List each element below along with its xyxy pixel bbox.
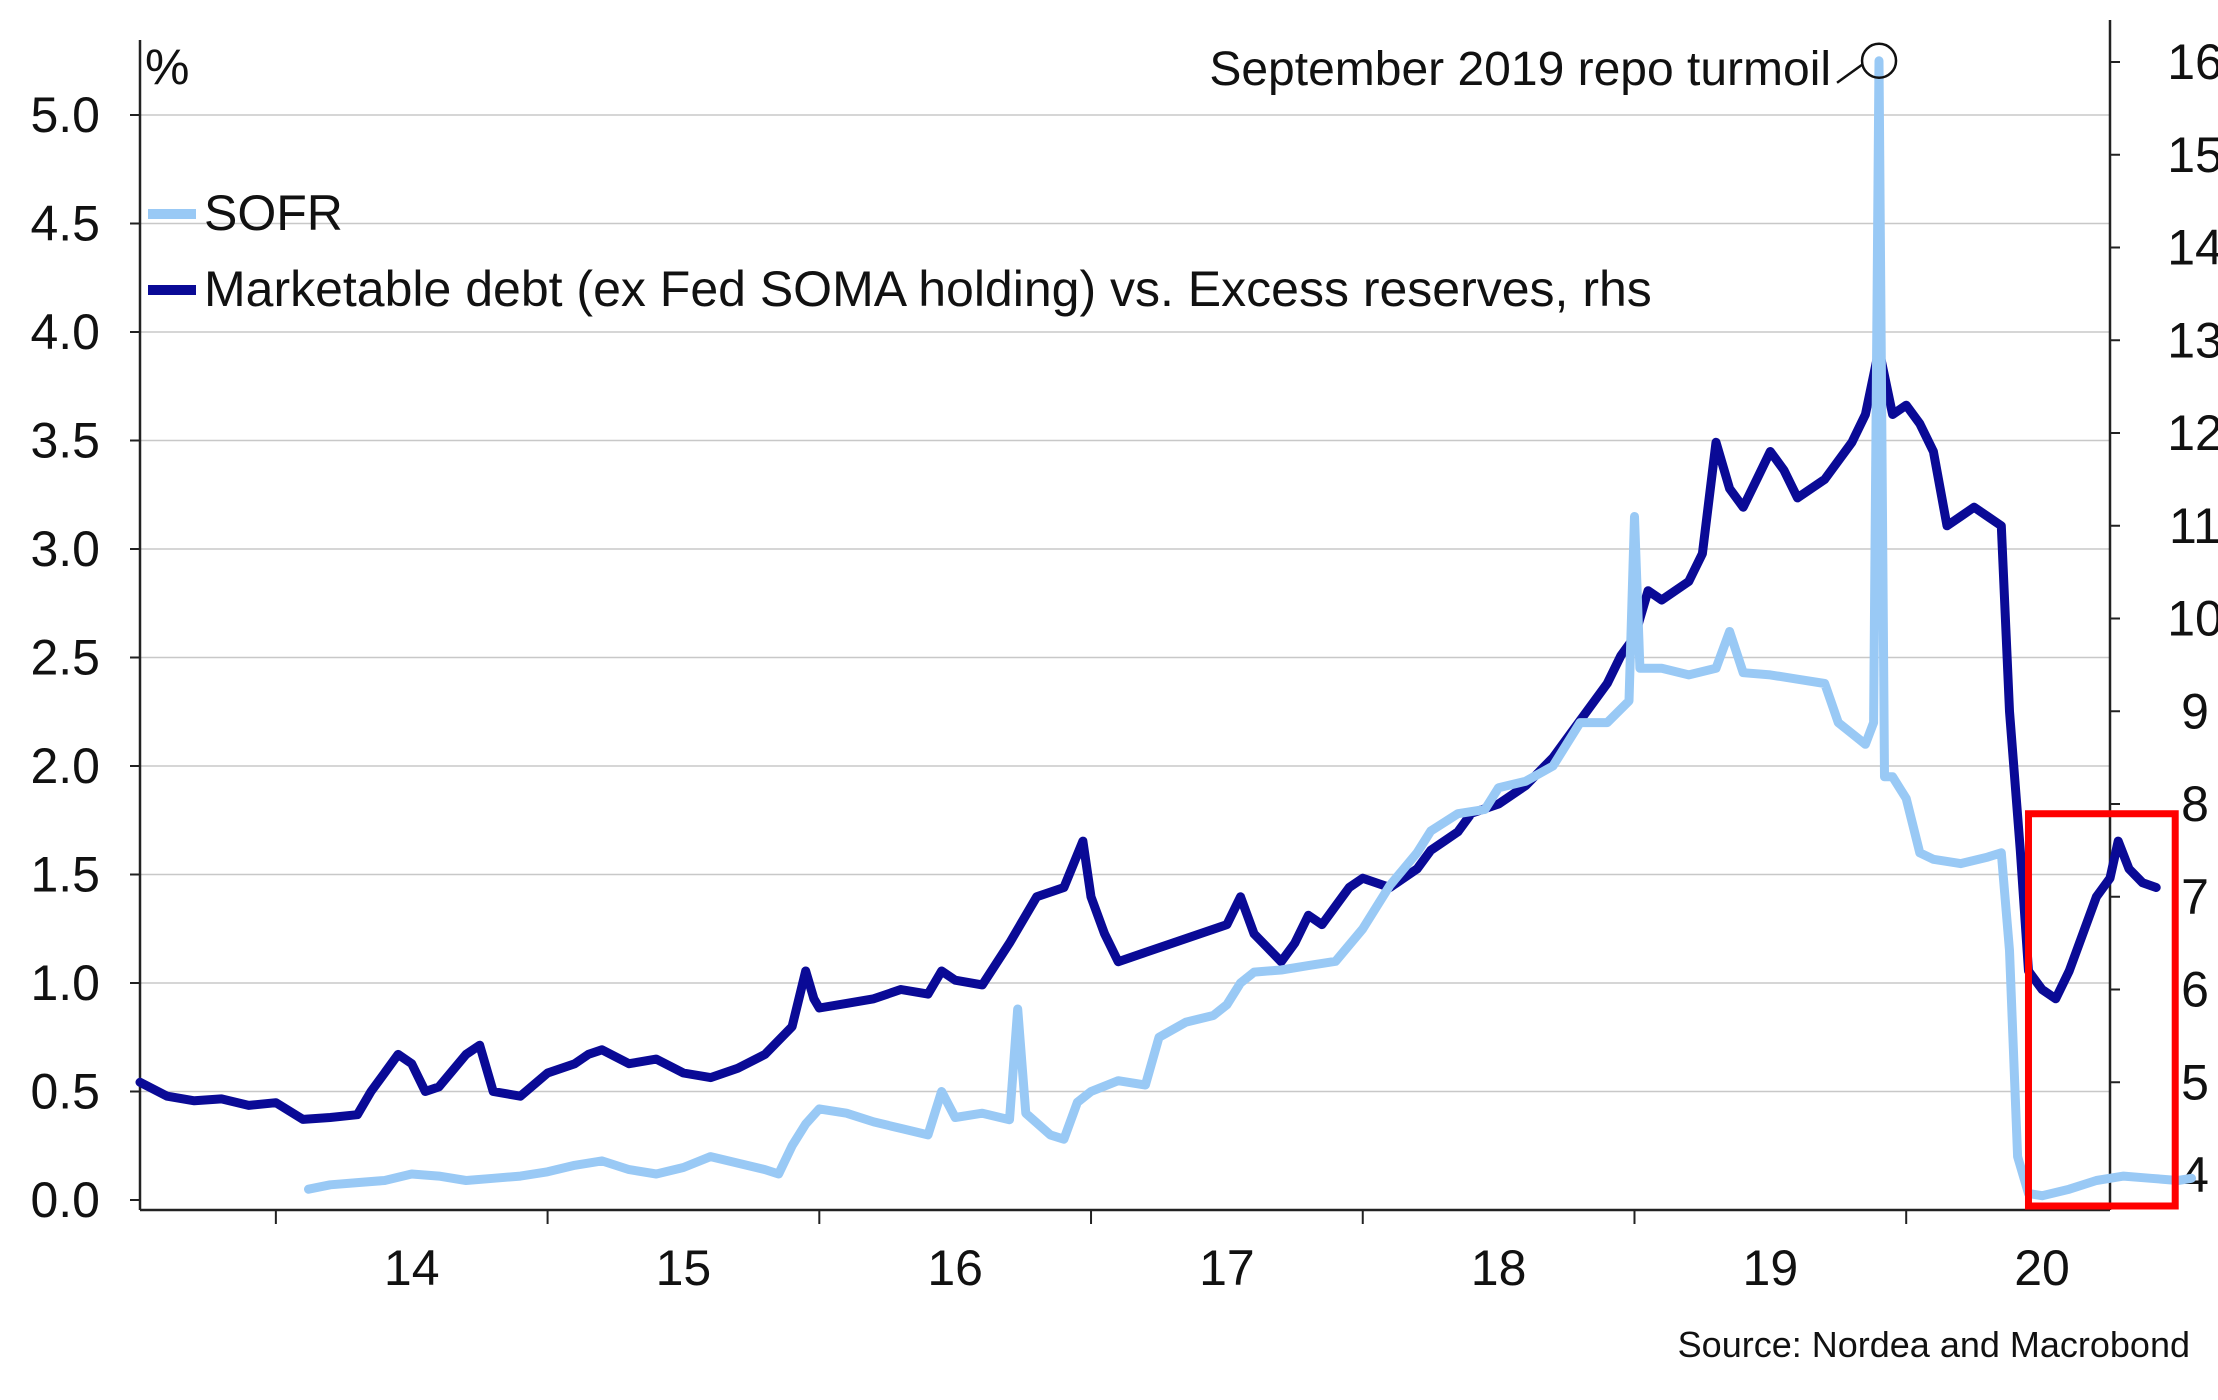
highlight-box — [2024, 810, 2179, 1210]
left-axis-unit: % — [145, 39, 189, 95]
left-tick-label: 1.5 — [30, 847, 100, 903]
right-tick-label: 11 — [2169, 498, 2218, 554]
x-tick-label: 18 — [1471, 1240, 1527, 1296]
legend: SOFR Marketable debt (ex Fed SOMA holdin… — [148, 185, 1652, 317]
x-tick-label: 14 — [384, 1240, 440, 1296]
legend-label-marketable-debt: Marketable debt (ex Fed SOMA holding) vs… — [204, 261, 1652, 317]
series-layer — [135, 56, 2196, 1201]
left-tick-label: 0.0 — [30, 1172, 100, 1228]
left-tick-label: 4.5 — [30, 196, 100, 252]
series-line-marketable-debt — [135, 345, 2161, 1124]
right-tick-label: 8 — [2181, 776, 2209, 832]
right-tick-label: 12 — [2167, 405, 2218, 461]
right-tick-label: 9 — [2181, 683, 2209, 739]
x-tick-label: 20 — [2014, 1240, 2070, 1296]
left-tick-label: 1.0 — [30, 955, 100, 1011]
right-tick-label: 14 — [2167, 220, 2218, 276]
left-tick-label: 5.0 — [30, 87, 100, 143]
annotation-text: September 2019 repo turmoil — [1209, 43, 1831, 96]
right-tick-label: 5 — [2181, 1054, 2209, 1110]
right-tick-label: 10 — [2167, 591, 2218, 647]
legend-label-sofr: SOFR — [204, 185, 343, 241]
x-tick-label: 17 — [1199, 1240, 1255, 1296]
left-tick-label: 3.0 — [30, 521, 100, 577]
x-axis: 14 15 16 17 18 19 20 — [140, 1208, 2110, 1296]
annotation-leader — [1836, 63, 1863, 84]
left-tick-label: 4.0 — [30, 304, 100, 360]
x-tick-label: 16 — [927, 1240, 983, 1296]
right-tick-label: 13 — [2167, 312, 2218, 368]
gridlines — [140, 114, 2110, 1093]
annotation-marker — [1860, 42, 1898, 79]
right-tick-label: 15 — [2167, 127, 2218, 183]
x-tick-label: 19 — [1743, 1240, 1799, 1296]
right-tick-label: 16 — [2167, 34, 2218, 90]
left-tick-label: 2.0 — [30, 738, 100, 794]
right-tick-label: 6 — [2181, 962, 2209, 1018]
x-tick-label: 15 — [656, 1240, 712, 1296]
annotation-layer: September 2019 repo turmoil — [1209, 42, 1898, 96]
series-line-sofr — [304, 56, 2196, 1201]
left-tick-label: 2.5 — [30, 630, 100, 686]
left-tick-label: 0.5 — [30, 1064, 100, 1120]
source-note: Source: Nordea and Macrobond — [1678, 1324, 2190, 1365]
right-tick-label: 7 — [2181, 869, 2209, 925]
highlight-layer — [2024, 810, 2179, 1210]
left-tick-label: 3.5 — [30, 413, 100, 469]
left-axis: % 0.0 0.5 1.0 1.5 2.0 2.5 3.0 3.5 4.0 4.5 5.0 — [30, 39, 189, 1228]
